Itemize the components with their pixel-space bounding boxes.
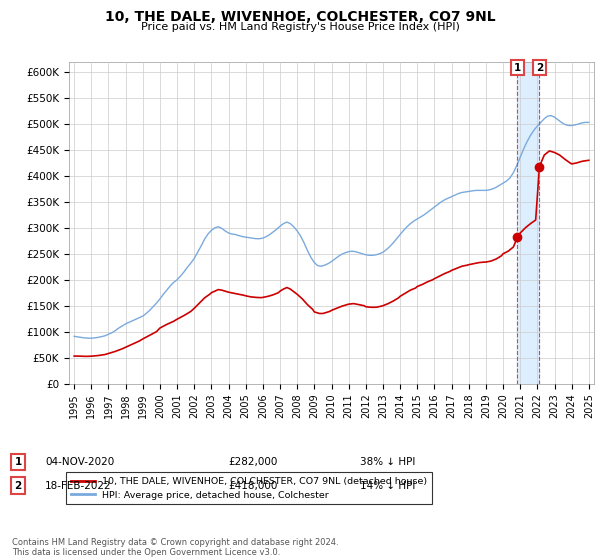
Legend: 10, THE DALE, WIVENHOE, COLCHESTER, CO7 9NL (detached house), HPI: Average price: 10, THE DALE, WIVENHOE, COLCHESTER, CO7 … (67, 472, 432, 505)
Text: 14% ↓ HPI: 14% ↓ HPI (360, 480, 415, 491)
Text: Contains HM Land Registry data © Crown copyright and database right 2024.
This d: Contains HM Land Registry data © Crown c… (12, 538, 338, 557)
Text: 38% ↓ HPI: 38% ↓ HPI (360, 457, 415, 467)
Text: 2: 2 (14, 480, 22, 491)
Text: 10, THE DALE, WIVENHOE, COLCHESTER, CO7 9NL: 10, THE DALE, WIVENHOE, COLCHESTER, CO7 … (104, 10, 496, 24)
Text: 2: 2 (536, 63, 543, 73)
Text: 1: 1 (514, 63, 521, 73)
Bar (517, 62, 539, 384)
Text: 1: 1 (14, 457, 22, 467)
Text: £418,000: £418,000 (228, 480, 277, 491)
Text: 04-NOV-2020: 04-NOV-2020 (45, 457, 114, 467)
Text: Price paid vs. HM Land Registry's House Price Index (HPI): Price paid vs. HM Land Registry's House … (140, 22, 460, 32)
Text: 18-FEB-2022: 18-FEB-2022 (45, 480, 112, 491)
Text: £282,000: £282,000 (228, 457, 277, 467)
